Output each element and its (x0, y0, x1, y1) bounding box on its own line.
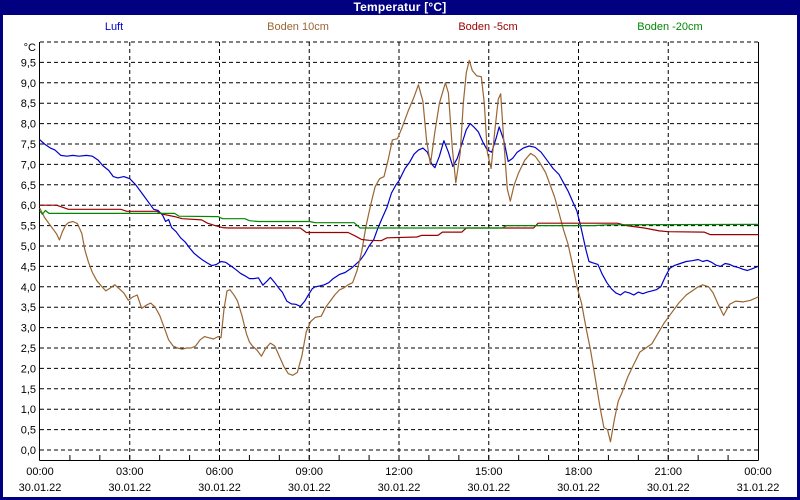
y-tick-label: 0,5 (21, 425, 36, 437)
y-tick-label: 6,5 (21, 180, 36, 192)
series-line-luft (39, 122, 759, 307)
x-tick-time-label: 00:00 (26, 466, 54, 478)
y-tick-label: 4,5 (21, 261, 36, 273)
series-line-boden-10cm (39, 59, 759, 443)
x-tick-time-label: 12:00 (385, 466, 413, 478)
y-tick-label: 1,5 (21, 384, 36, 396)
series-line-boden-20cm (39, 209, 759, 229)
y-tick-label: 5,0 (21, 241, 36, 253)
legend-label-boden-10cm: Boden 10cm (267, 21, 329, 33)
x-tick-time-label: 15:00 (475, 466, 503, 478)
page-title: Temperatur [°C] (353, 0, 447, 14)
legend-label-boden-20cm: Boden -20cm (637, 21, 703, 33)
x-tick-date-label: 30.01.22 (198, 482, 241, 494)
x-tick-date-label: 31.01.22 (737, 482, 780, 494)
y-tick-label: 6,0 (21, 200, 36, 212)
y-tick-label: 3,5 (21, 302, 36, 314)
y-tick-label: 9,0 (21, 78, 36, 90)
y-tick-label: 0,0 (21, 445, 36, 457)
y-tick-label: 3,0 (21, 323, 36, 335)
x-tick-date-label: 30.01.22 (467, 482, 510, 494)
title-bar: Temperatur [°C] (0, 0, 800, 15)
x-tick-time-label: 21:00 (654, 466, 682, 478)
y-tick-label: 9,5 (21, 57, 36, 69)
y-tick-label: 1,0 (21, 404, 36, 416)
x-tick-date-label: 30.01.22 (647, 482, 690, 494)
x-tick-time-label: 09:00 (295, 466, 323, 478)
x-tick-time-label: 18:00 (565, 466, 593, 478)
legend: Luft Boden 10cm Boden -5cm Boden -20cm (0, 21, 800, 37)
y-tick-label: 8,0 (21, 119, 36, 131)
x-tick-date-label: 30.01.22 (557, 482, 600, 494)
x-tick-date-label: 30.01.22 (108, 482, 151, 494)
y-tick-label: 8,5 (21, 98, 36, 110)
y-tick-label: 2,0 (21, 363, 36, 375)
y-tick-label: 5,5 (21, 221, 36, 233)
x-tick-time-label: 06:00 (206, 466, 234, 478)
x-tick-date-label: 30.01.22 (378, 482, 421, 494)
legend-label-luft: Luft (104, 21, 124, 33)
y-tick-label: 7,5 (21, 139, 36, 151)
y-tick-label: 4,0 (21, 282, 36, 294)
y-axis-unit-label: °C (24, 42, 36, 54)
y-tick-label: 2,5 (21, 343, 36, 355)
y-tick-label: 7,0 (21, 159, 36, 171)
x-tick-time-label: 03:00 (116, 466, 144, 478)
x-tick-date-label: 30.01.22 (19, 482, 62, 494)
legend-label-boden-5cm: Boden -5cm (458, 21, 518, 33)
x-tick-time-label: 00:00 (744, 466, 772, 478)
x-tick-date-label: 30.01.22 (288, 482, 331, 494)
